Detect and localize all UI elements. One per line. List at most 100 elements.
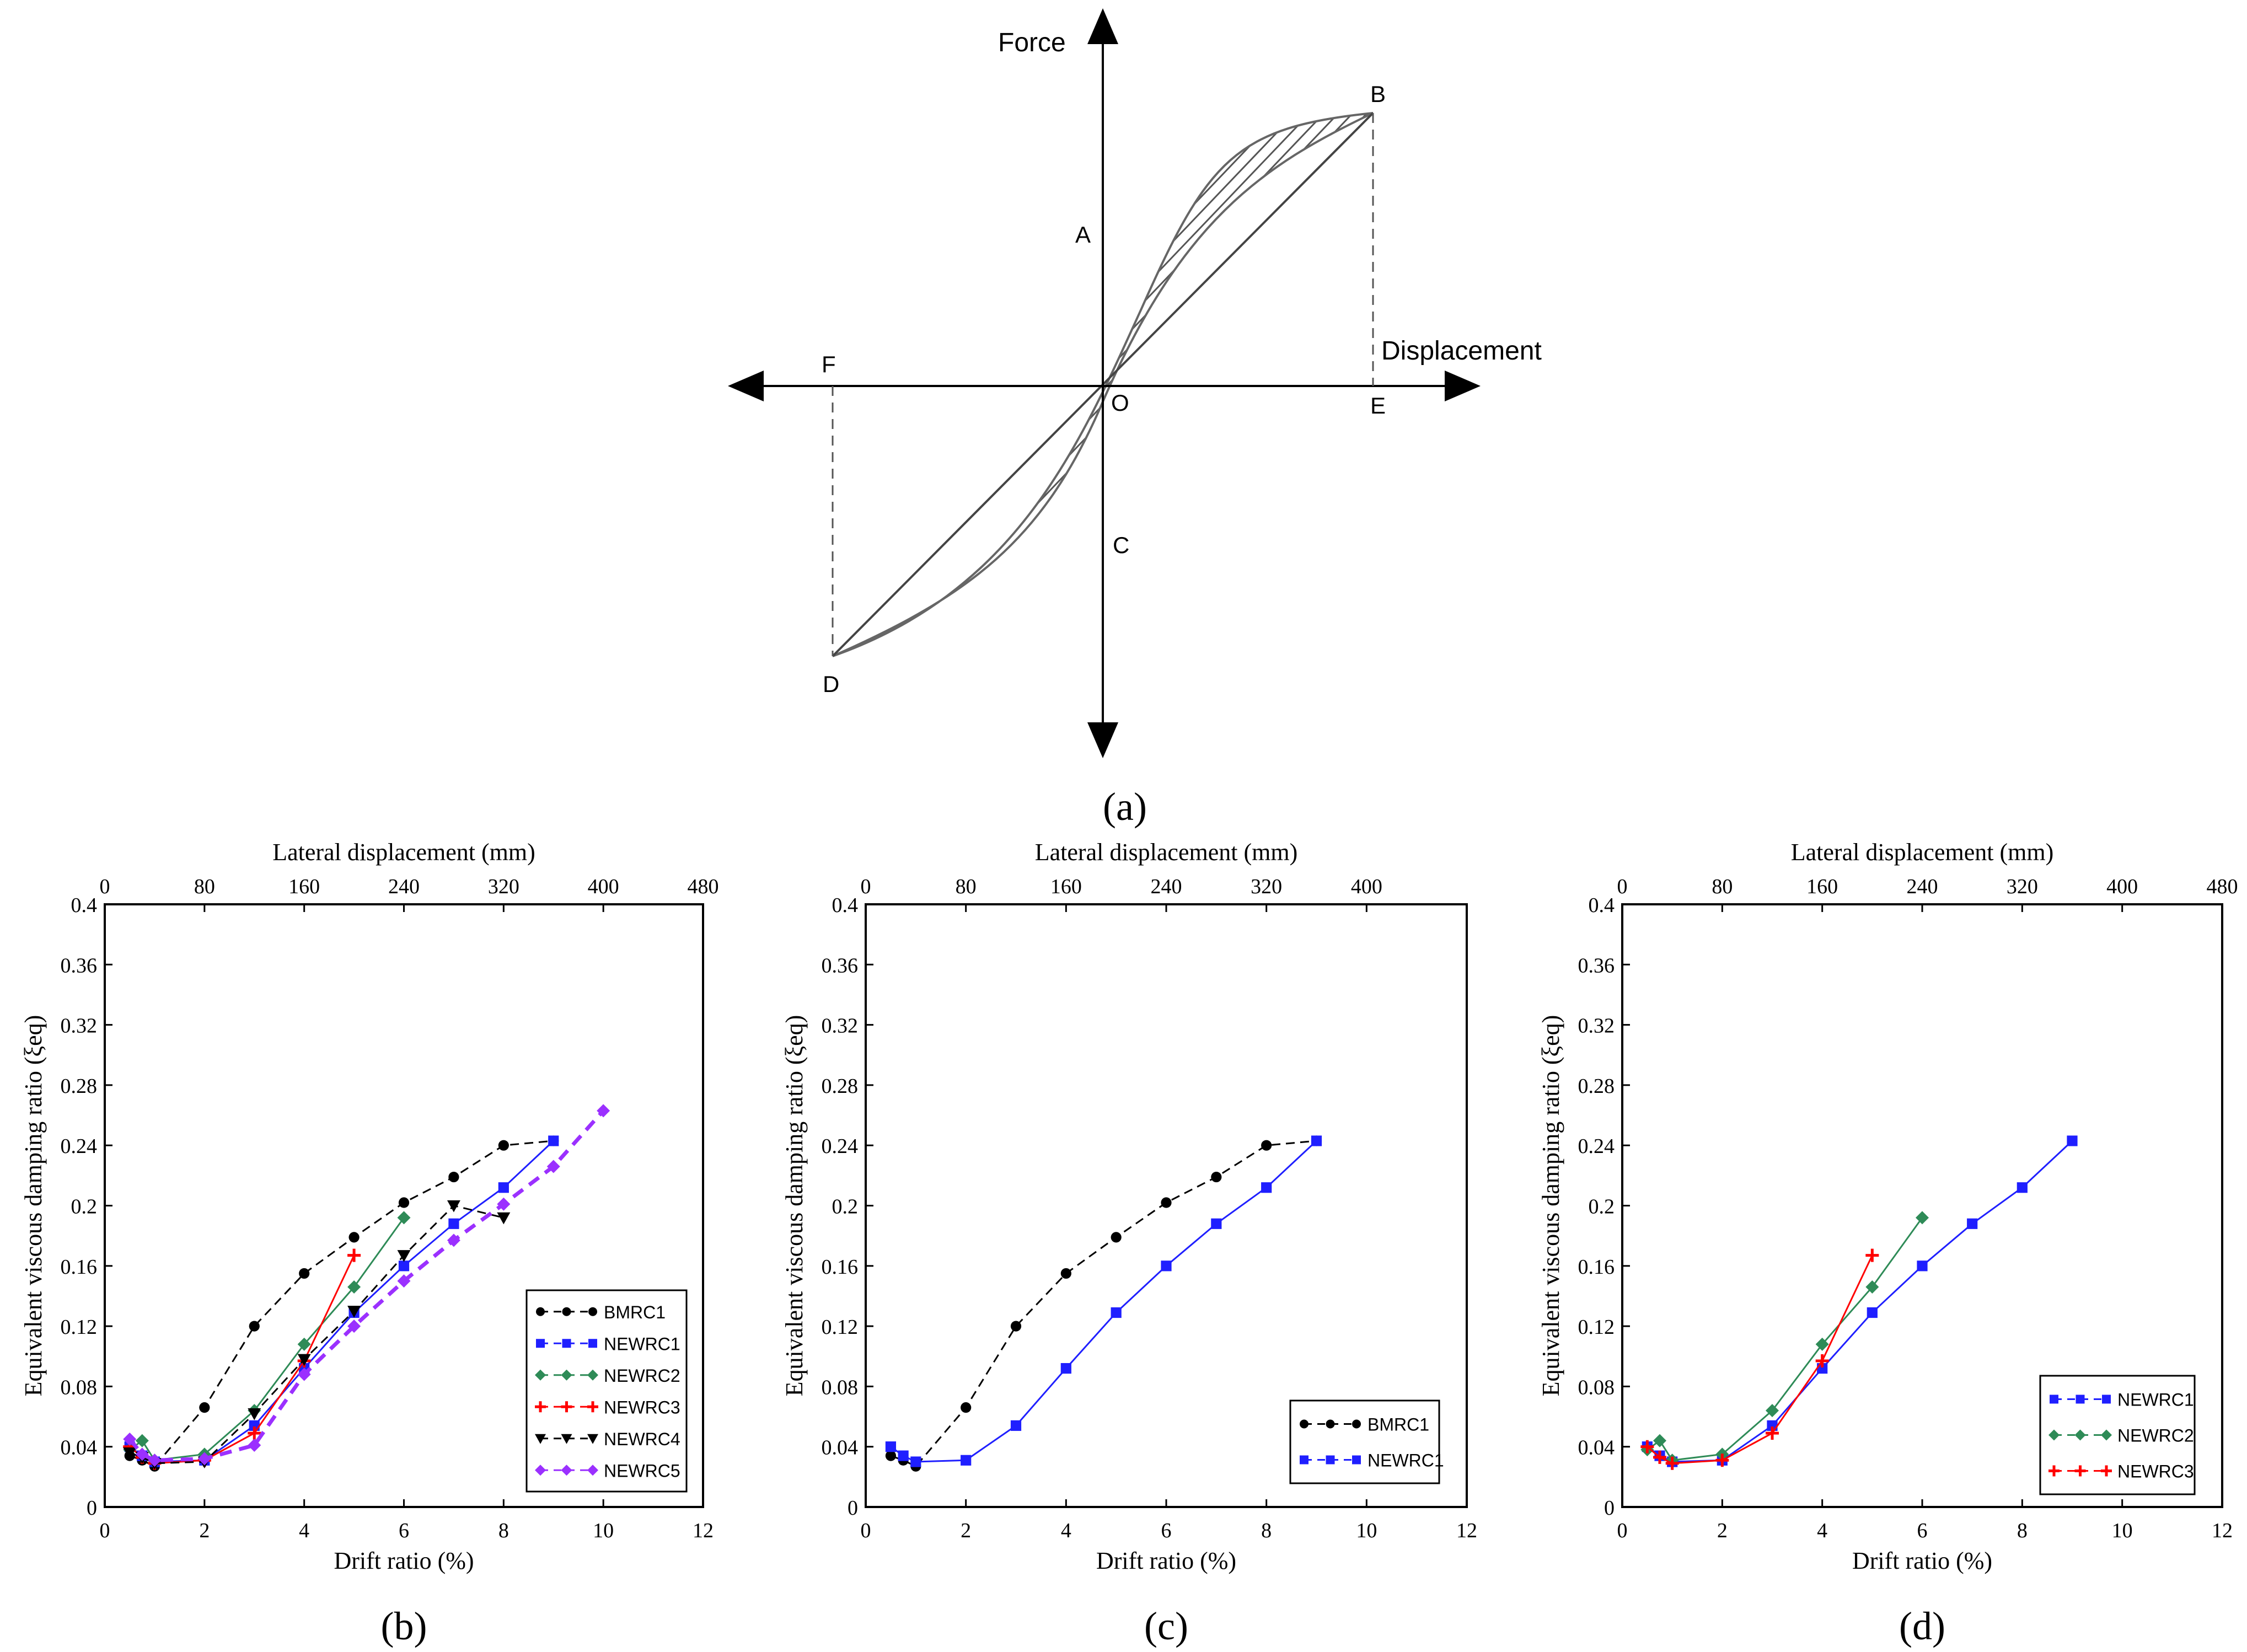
arrow-right-icon — [1445, 371, 1481, 401]
data-point — [347, 1320, 361, 1333]
legend-label: NEWRC2 — [2117, 1426, 2194, 1446]
data-point — [1010, 1321, 1022, 1332]
data-point — [398, 1197, 410, 1208]
data-point — [2067, 1135, 2078, 1146]
x2-tick-label: 400 — [1351, 875, 1382, 898]
data-point — [497, 1212, 511, 1225]
y-tick-label: 0.24 — [1578, 1135, 1615, 1158]
panel-label: (b) — [381, 1604, 427, 1648]
legend: NEWRC1 NEWRC2 NEWRC3 — [2039, 1375, 2196, 1495]
series-newrc2 — [1640, 1211, 1929, 1467]
arrow-down-icon — [1087, 722, 1118, 758]
y-axis-label: Equivalent viscous damping ratio (ξeq) — [781, 1015, 808, 1397]
chart-d: 00.040.080.120.160.20.240.280.320.360.40… — [1537, 839, 2238, 1648]
x2-tick-label: 320 — [2007, 875, 2038, 898]
y-tick-label: 0.28 — [822, 1075, 859, 1098]
chart-b: 00.040.080.120.160.20.240.280.320.360.40… — [20, 839, 719, 1648]
x-tick-label: 12 — [2212, 1519, 2233, 1542]
x2-tick-label: 160 — [1050, 875, 1082, 898]
data-point — [1967, 1218, 1978, 1229]
x-tick-label: 6 — [1917, 1519, 1928, 1542]
x2-tick-label: 80 — [194, 875, 215, 898]
y-tick-label: 0.04 — [822, 1436, 859, 1460]
legend-marker — [1352, 1419, 1361, 1429]
point-b-label: B — [1370, 81, 1386, 107]
legend-marker — [2101, 1429, 2112, 1441]
legend-marker — [561, 1401, 572, 1413]
data-point — [1916, 1211, 1929, 1225]
data-point — [447, 1233, 460, 1247]
legend-marker — [587, 1401, 598, 1413]
y-tick-label: 0.08 — [822, 1376, 859, 1399]
point-c-label: C — [1113, 532, 1129, 558]
data-point — [910, 1456, 921, 1467]
data-point — [597, 1104, 610, 1118]
data-point — [347, 1248, 361, 1262]
data-point — [397, 1211, 411, 1225]
point-o-label: O — [1111, 390, 1129, 416]
data-point — [297, 1337, 311, 1351]
data-point — [123, 1433, 137, 1446]
legend-label: BMRC1 — [1367, 1415, 1429, 1435]
data-point — [1111, 1307, 1122, 1318]
y-tick-label: 0 — [1604, 1497, 1615, 1520]
y-tick-label: 0 — [87, 1497, 97, 1520]
legend-marker — [587, 1369, 598, 1381]
chart-c: 00.040.080.120.160.20.240.280.320.360.40… — [781, 839, 1477, 1648]
x2-tick-label: 80 — [956, 875, 977, 898]
data-point — [1261, 1182, 1272, 1193]
y-tick-label: 0.32 — [1578, 1015, 1615, 1038]
point-d-label: D — [823, 671, 839, 697]
data-point — [548, 1135, 559, 1146]
data-point — [148, 1453, 162, 1467]
point-a-label: A — [1075, 222, 1091, 248]
y-tick-label: 0.4 — [71, 894, 98, 917]
y-tick-label: 0.4 — [1589, 894, 1615, 917]
data-point — [1815, 1354, 1829, 1367]
x2-tick-label: 80 — [1712, 875, 1733, 898]
series-newrc2 — [123, 1211, 411, 1467]
force-axis-label: Force — [998, 28, 1066, 57]
data-point — [1261, 1140, 1272, 1151]
y-tick-label: 0.32 — [822, 1015, 859, 1038]
data-point — [397, 1274, 411, 1288]
legend-marker — [587, 1434, 598, 1444]
x-tick-label: 6 — [399, 1519, 409, 1542]
y-tick-label: 0.2 — [832, 1195, 859, 1219]
data-point — [248, 1408, 261, 1420]
data-point — [1867, 1307, 1878, 1318]
x-axis-label: Drift ratio (%) — [1096, 1547, 1236, 1574]
data-point — [448, 1171, 459, 1183]
y-tick-label: 0.32 — [61, 1015, 98, 1038]
data-point — [1665, 1456, 1679, 1470]
x2-tick-label: 0 — [1617, 875, 1628, 898]
y-tick-label: 0.36 — [1578, 954, 1615, 977]
data-point — [1161, 1197, 1172, 1208]
arrow-left-icon — [728, 371, 764, 401]
x2-tick-label: 240 — [388, 875, 420, 898]
data-point — [1060, 1268, 1071, 1279]
data-point — [1111, 1232, 1122, 1243]
x2-axis-label: Lateral displacement (mm) — [272, 839, 535, 866]
data-point — [299, 1268, 310, 1279]
y-tick-label: 0.36 — [822, 954, 859, 977]
x2-tick-label: 480 — [688, 875, 719, 898]
legend-marker — [2101, 1465, 2112, 1477]
x2-tick-label: 0 — [861, 875, 871, 898]
data-point — [448, 1218, 459, 1229]
x2-axis-label: Lateral displacement (mm) — [1035, 839, 1297, 866]
y-tick-label: 0.08 — [61, 1376, 98, 1399]
legend-marker — [2048, 1429, 2060, 1441]
x2-tick-label: 400 — [588, 875, 619, 898]
data-point — [498, 1182, 509, 1193]
data-point — [1865, 1280, 1879, 1294]
data-point — [1311, 1135, 1322, 1146]
y-tick-label: 0.24 — [822, 1135, 859, 1158]
legend-marker — [1326, 1419, 1335, 1429]
data-point — [1865, 1248, 1879, 1262]
point-f-label: F — [822, 351, 836, 377]
x2-tick-label: 240 — [1907, 875, 1938, 898]
legend-label: NEWRC5 — [604, 1461, 680, 1481]
x-tick-label: 10 — [1356, 1519, 1377, 1542]
